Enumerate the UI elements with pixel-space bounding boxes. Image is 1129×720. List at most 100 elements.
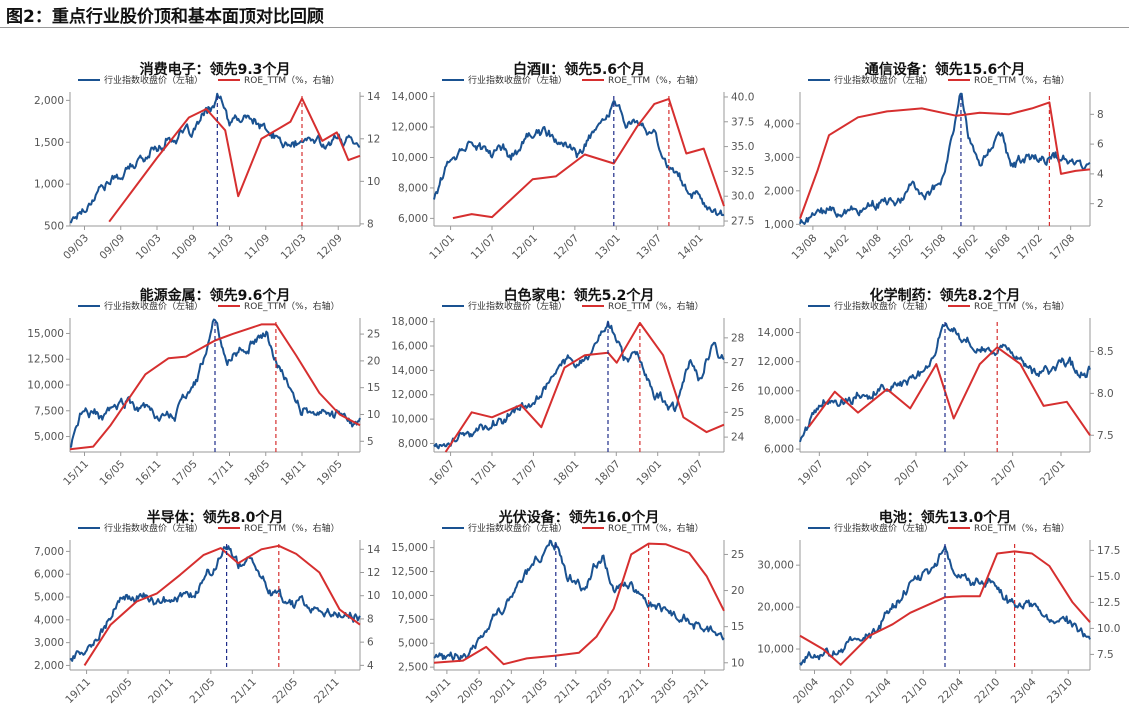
right-tick-label: 12.5 (1097, 597, 1120, 609)
x-tick-label: 19/11 (63, 676, 93, 706)
right-tick-label: 35.0 (731, 141, 754, 153)
left-tick-label: 1,000 (764, 219, 794, 231)
right-tick-label: 32.5 (731, 166, 754, 178)
right-tick-label: 8 (1097, 109, 1104, 121)
left-tick-label: 12,500 (391, 566, 428, 578)
x-tick-label: 12/03 (279, 232, 309, 262)
right-tick-label: 17.5 (1097, 545, 1120, 557)
left-tick-label: 4,000 (34, 614, 64, 626)
x-tick-label: 12/01 (510, 232, 540, 262)
right-tick-label: 27 (731, 357, 744, 369)
left-tick-label: 30,000 (757, 560, 794, 572)
right-tick-label: 30.0 (731, 191, 754, 203)
right-tick-label: 24 (731, 432, 745, 444)
legend-price-label: 行业指数收盘价（左轴） (468, 74, 567, 86)
right-tick-label: 15 (367, 382, 380, 394)
x-tick-label: 11/01 (427, 232, 457, 262)
left-tick-label: 3,000 (34, 637, 64, 649)
price-series-line (69, 92, 361, 224)
x-tick-label: 15/02 (886, 232, 916, 262)
legend-roe-label: ROE_TTM（%，右轴） (244, 300, 340, 312)
x-tick-label: 17/05 (170, 458, 200, 488)
x-tick-label: 22/11 (312, 676, 342, 706)
x-tick-label: 09/09 (97, 232, 127, 262)
x-tick-label: 21/05 (188, 676, 218, 706)
x-tick-label: 20/07 (893, 458, 923, 488)
right-tick-label: 15.0 (1097, 571, 1120, 583)
price-series-line (433, 100, 725, 217)
legend-roe-label: ROE_TTM（%，右轴） (974, 300, 1070, 312)
x-tick-label: 20/01 (844, 458, 874, 488)
chart-title: 化学制药：领先8.2个月 (870, 287, 1021, 304)
x-tick-label: 11/07 (469, 232, 499, 262)
left-tick-label: 2,000 (764, 185, 794, 197)
x-tick-label: 21/05 (520, 676, 550, 706)
left-tick-label: 2,000 (34, 95, 64, 107)
left-tick-label: 5,000 (34, 592, 64, 604)
right-tick-label: 20 (367, 355, 380, 367)
legend-price-label: 行业指数收盘价（左轴） (104, 74, 203, 86)
right-tick-label: 25 (731, 549, 744, 561)
left-tick-label: 20,000 (757, 602, 794, 614)
roe-series-line (433, 542, 725, 666)
left-tick-label: 1,000 (34, 179, 64, 191)
left-tick-label: 6,000 (34, 569, 64, 581)
chart-title: 白酒Ⅱ：领先5.6个月 (513, 61, 645, 78)
right-tick-label: 15 (731, 621, 744, 633)
right-tick-label: 2 (1097, 198, 1104, 210)
x-tick-label: 14/02 (822, 232, 852, 262)
left-tick-label: 2,500 (398, 662, 428, 674)
right-tick-label: 10 (367, 409, 380, 421)
price-series-line (70, 318, 361, 448)
roe-series-line (807, 346, 1091, 436)
left-tick-label: 10,000 (391, 590, 428, 602)
legend-roe-label: ROE_TTM（%，右轴） (974, 74, 1070, 86)
right-tick-label: 37.5 (731, 116, 754, 128)
x-tick-label: 13/08 (790, 232, 820, 262)
roe-series-line (799, 550, 1091, 666)
left-tick-label: 15,000 (391, 542, 428, 554)
x-tick-label: 20/05 (105, 676, 135, 706)
price-series-line (799, 92, 1091, 225)
x-tick-label: 21/07 (989, 458, 1019, 488)
x-tick-label: 14/01 (676, 232, 706, 262)
right-tick-label: 8.5 (1097, 346, 1114, 358)
left-tick-label: 8,000 (398, 438, 428, 450)
left-tick-label: 12,000 (391, 389, 428, 401)
left-tick-label: 10,000 (757, 385, 794, 397)
left-tick-label: 6,000 (764, 444, 794, 456)
x-tick-label: 16/02 (951, 232, 981, 262)
price-series-line (433, 320, 725, 450)
legend-price-label: 行业指数收盘价（左轴） (104, 522, 203, 534)
right-tick-label: 5 (367, 436, 374, 448)
title-divider (0, 27, 1129, 28)
left-tick-label: 10,000 (391, 152, 428, 164)
left-tick-label: 1,500 (34, 137, 64, 149)
left-tick-label: 12,000 (391, 122, 428, 134)
x-tick-label: 21/01 (941, 458, 971, 488)
x-tick-label: 15/11 (61, 458, 91, 488)
chart-title: 白色家电：领先5.2个月 (504, 287, 655, 304)
legend-price-label: 行业指数收盘价（左轴） (468, 522, 567, 534)
x-tick-label: 13/07 (634, 232, 664, 262)
x-tick-label: 23/11 (681, 676, 711, 706)
x-tick-label: 21/10 (900, 676, 930, 706)
left-tick-label: 7,500 (398, 614, 428, 626)
x-tick-label: 15/08 (918, 232, 948, 262)
x-tick-label: 23/10 (1045, 676, 1075, 706)
legend-roe-label: ROE_TTM（%，右轴） (608, 300, 704, 312)
right-tick-label: 27.5 (731, 216, 754, 228)
x-tick-label: 17/02 (1015, 232, 1045, 262)
left-tick-label: 12,500 (27, 354, 64, 366)
roe-series-line (108, 97, 361, 223)
x-tick-label: 18/11 (279, 458, 309, 488)
left-tick-label: 6,000 (398, 213, 428, 225)
right-tick-label: 10.0 (1097, 623, 1120, 635)
price-series-line (69, 545, 361, 662)
x-tick-label: 12/07 (552, 232, 582, 262)
x-tick-label: 10/09 (170, 232, 200, 262)
